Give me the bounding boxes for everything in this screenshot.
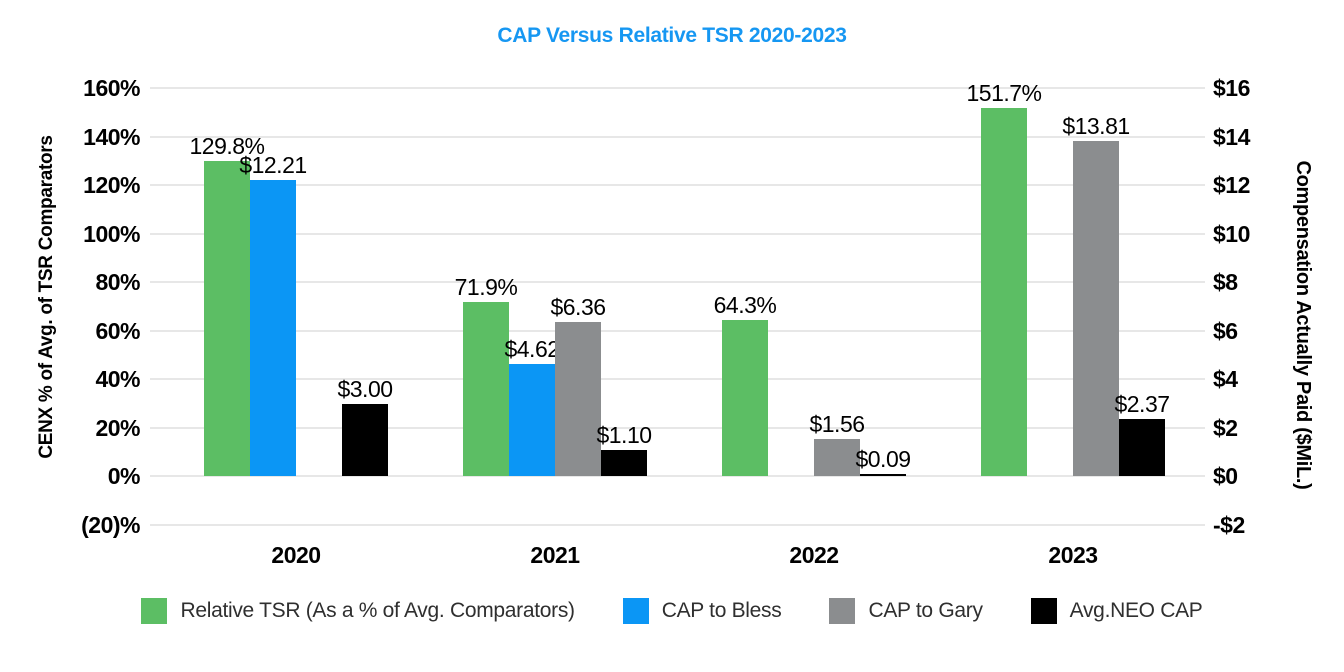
gridline xyxy=(150,232,1205,235)
y-axis-tick-left: 60% xyxy=(95,317,140,344)
legend-label: CAP to Gary xyxy=(868,599,983,622)
legend-swatch-relative-tsr-as-a-of-avg-comparators xyxy=(141,598,168,624)
bar-cap-to-gary-2023 xyxy=(1073,141,1119,477)
bar-value-label: 71.9% xyxy=(454,273,518,300)
bar-avg-neo-cap-2020 xyxy=(342,403,388,477)
y-axis-tick-left: 40% xyxy=(95,366,140,393)
gridline xyxy=(150,426,1205,429)
bar-value-label: $0.09 xyxy=(855,446,911,473)
bar-value-label: $1.56 xyxy=(809,410,865,437)
bar-cap-to-bless-2021 xyxy=(509,364,555,477)
legend-swatch-avg-neo-cap xyxy=(1030,598,1057,624)
y-axis-tick-left: 20% xyxy=(95,414,140,441)
bar-value-label: $13.81 xyxy=(1062,113,1130,140)
y-axis-tick-left: 100% xyxy=(83,220,140,247)
y-axis-tick-right: $6 xyxy=(1213,317,1238,344)
gridline xyxy=(150,378,1205,381)
y-axis-tick-right: $10 xyxy=(1213,220,1250,247)
bar-cap-to-gary-2021 xyxy=(555,322,601,477)
y-axis-tick-left: (20)% xyxy=(81,512,140,538)
x-axis-label-2022: 2022 xyxy=(789,542,839,568)
y-axis-tick-right: $2 xyxy=(1213,414,1238,441)
bar-relative-tsr-as-a-of-avg-comparators-2021 xyxy=(463,301,509,477)
legend-label: Avg.NEO CAP xyxy=(1069,599,1203,622)
gridline xyxy=(150,184,1205,187)
y-axis-tick-right: $14 xyxy=(1213,123,1250,150)
bar-avg-neo-cap-2021 xyxy=(601,449,647,477)
legend-label: CAP to Bless xyxy=(661,599,782,622)
chart-title: CAP Versus Relative TSR 2020-2023 xyxy=(497,24,847,47)
bar-relative-tsr-as-a-of-avg-comparators-2023 xyxy=(981,108,1027,477)
y-axis-tick-left: 120% xyxy=(83,172,140,199)
gridline xyxy=(150,524,1205,526)
legend: Relative TSR (As a % of Avg. Comparators… xyxy=(0,598,1344,624)
legend-item-cap-to-gary: CAP to Gary xyxy=(829,598,983,624)
bar-value-label: 64.3% xyxy=(713,292,777,319)
bar-value-label: $2.37 xyxy=(1114,390,1170,417)
y-axis-tick-right: $4 xyxy=(1213,366,1238,393)
gridline xyxy=(150,281,1205,284)
bar-relative-tsr-as-a-of-avg-comparators-2020 xyxy=(204,161,250,477)
right-axis-title: Compensation Actually Paid ($MiL.) xyxy=(1292,160,1314,490)
y-axis-tick-right: $16 xyxy=(1213,75,1250,101)
bar-value-label: $6.36 xyxy=(550,294,606,321)
y-axis-tick-right: -$2 xyxy=(1213,512,1245,538)
bar-value-label: 151.7% xyxy=(966,80,1042,107)
bar-value-label: $4.62 xyxy=(504,336,560,363)
gridline xyxy=(150,135,1205,138)
bar-cap-to-gary-2022 xyxy=(814,438,860,477)
legend-item-cap-to-bless: CAP to Bless xyxy=(622,598,782,624)
x-axis-label-2021: 2021 xyxy=(530,542,580,568)
bar-avg-neo-cap-2022 xyxy=(860,474,906,477)
x-axis-label-2023: 2023 xyxy=(1048,542,1098,568)
legend-swatch-cap-to-gary xyxy=(829,598,856,624)
y-axis-tick-left: 0% xyxy=(107,463,141,490)
legend-item-avg-neo-cap: Avg.NEO CAP xyxy=(1030,598,1203,624)
gridline xyxy=(150,87,1205,89)
bar-value-label: $1.10 xyxy=(596,421,652,448)
y-axis-tick-left: 160% xyxy=(83,75,140,101)
gridline xyxy=(150,329,1205,332)
bar-value-label: 129.8% xyxy=(189,133,265,160)
bar-relative-tsr-as-a-of-avg-comparators-2022 xyxy=(722,320,768,477)
y-axis-tick-right: $0 xyxy=(1213,463,1238,490)
x-axis-label-2020: 2020 xyxy=(271,542,321,568)
bar-avg-neo-cap-2023 xyxy=(1119,418,1165,477)
bar-cap-to-bless-2020 xyxy=(250,180,296,477)
legend-label: Relative TSR (As a % of Avg. Comparators… xyxy=(180,599,575,622)
legend-item-relative-tsr-as-a-of-avg-comparators: Relative TSR (As a % of Avg. Comparators… xyxy=(141,598,575,624)
bar-value-label: $12.21 xyxy=(239,152,307,178)
y-axis-tick-left: 80% xyxy=(95,269,140,296)
y-axis-tick-right: $8 xyxy=(1213,269,1238,296)
y-axis-tick-right: $12 xyxy=(1213,172,1250,199)
bar-value-label: $3.00 xyxy=(337,375,393,402)
legend-swatch-cap-to-bless xyxy=(622,598,649,624)
gridline xyxy=(150,475,1205,478)
y-axis-tick-left: 140% xyxy=(83,123,140,150)
